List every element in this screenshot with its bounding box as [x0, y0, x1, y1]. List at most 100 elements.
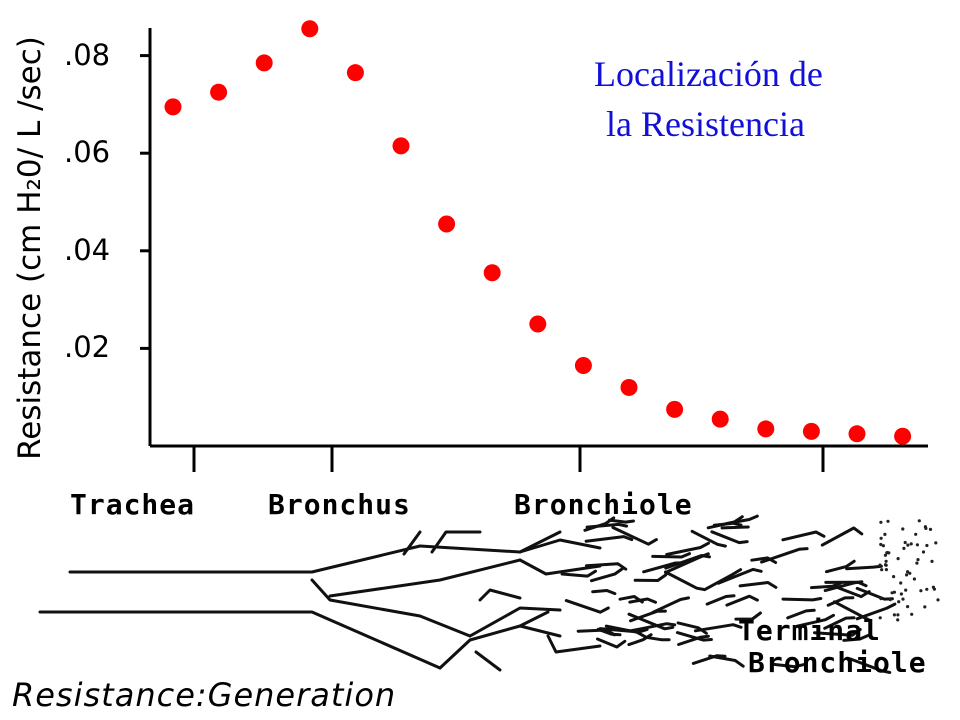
- bronchiole-branch: [781, 530, 826, 542]
- bronchiole-branch: [835, 586, 871, 599]
- terminal-dot: [885, 551, 889, 555]
- terminal-dot: [928, 527, 933, 532]
- chart-title-line-1: Localización de: [594, 54, 823, 94]
- data-point: [848, 425, 866, 443]
- terminal-dot: [878, 563, 882, 567]
- airway-branch: [546, 634, 602, 654]
- terminal-dot: [921, 550, 926, 554]
- bronchiole-branch: [651, 552, 691, 559]
- bronchiole-branch: [627, 633, 653, 647]
- region-label-bronchus: Bronchus: [268, 488, 411, 521]
- bronchiole-branch: [825, 559, 856, 574]
- terminal-dot: [884, 568, 889, 572]
- y-tick-label: .06: [64, 135, 111, 170]
- y-tick-label: .08: [64, 37, 111, 72]
- bronchiole-branch: [675, 631, 713, 642]
- terminal-dot: [925, 587, 929, 591]
- terminal-dot: [906, 605, 910, 609]
- airway-branch: [328, 558, 522, 598]
- bronchiole-branch: [691, 654, 727, 665]
- bronchiole-branch: [596, 637, 627, 649]
- bronchiole-branch: [628, 597, 657, 604]
- data-point: [164, 98, 182, 116]
- terminal-dot: [903, 540, 907, 545]
- data-point: [711, 410, 729, 428]
- axes: [148, 28, 928, 472]
- bronchiole-branch: [664, 570, 707, 592]
- terminal-dot: [899, 592, 904, 596]
- bronchiole-branch: [826, 596, 855, 607]
- data-point: [894, 427, 912, 445]
- bronchiole-branch: [786, 608, 816, 620]
- terminal-dot: [936, 598, 940, 602]
- bronchiole-branch: [591, 589, 617, 596]
- data-point: [529, 315, 547, 333]
- terminal-dot: [896, 618, 900, 622]
- terminal-dot: [892, 613, 897, 617]
- terminal-dot: [914, 532, 918, 536]
- bronchiole-branch: [795, 613, 835, 628]
- data-point: [666, 400, 684, 418]
- bronchiole-branch: [849, 657, 892, 674]
- terminal-dot: [923, 605, 927, 609]
- terminal-dot: [892, 590, 897, 594]
- bronchiole-branch: [842, 634, 870, 642]
- bronchiole-branch: [855, 602, 897, 621]
- bronchiole-branch: [738, 581, 778, 589]
- airway-tree-illustration: [38, 514, 940, 674]
- airway-branch: [474, 650, 502, 672]
- airway-branch: [418, 530, 562, 554]
- terminal-dot: [906, 570, 910, 574]
- terminal-dot: [909, 542, 913, 546]
- terminal-dot: [879, 520, 883, 524]
- bronchiole-branch: [583, 516, 616, 532]
- terminal-dot: [892, 575, 896, 579]
- bronchiole-branch: [771, 662, 805, 669]
- data-point: [757, 420, 775, 438]
- terminal-dot: [912, 577, 917, 581]
- bronchiole-branch: [584, 535, 634, 543]
- y-tick-label: .02: [64, 330, 111, 365]
- data-points: [164, 20, 912, 445]
- terminal-dot: [879, 542, 883, 547]
- bronchus-inner: [310, 578, 472, 638]
- data-point: [483, 264, 501, 282]
- bronchiole-branch: [760, 547, 809, 564]
- bronchiole-branch: [564, 599, 610, 614]
- airway-branch: [438, 624, 562, 670]
- airway-branch: [518, 538, 602, 554]
- bronchiole-branch: [734, 611, 762, 621]
- bronchiole-branch: [618, 595, 644, 604]
- terminal-dot: [908, 571, 912, 575]
- trachea-upper-wall: [68, 544, 422, 574]
- terminal-dot: [915, 543, 920, 547]
- region-label-bronchiole: Bronchiole: [514, 488, 693, 521]
- terminal-dot: [884, 559, 888, 563]
- bronchiole-branch: [628, 622, 677, 633]
- bronchiole-branch: [665, 541, 710, 556]
- data-point: [802, 422, 820, 440]
- bronchiole-branch: [824, 580, 868, 588]
- chart-caption: Resistance:Generation: [12, 676, 397, 714]
- airway-branch: [518, 558, 602, 576]
- bronchiole-branch: [845, 564, 883, 571]
- bronchiole-branch: [720, 525, 750, 530]
- airway-branch: [430, 530, 482, 554]
- terminal-dot: [883, 553, 888, 557]
- bronchiole-branch: [693, 623, 743, 633]
- bronchiole-branch: [704, 568, 743, 591]
- terminal-label-line-2: Bronchiole: [748, 646, 927, 679]
- data-point: [255, 54, 273, 72]
- airway-branch: [478, 588, 522, 602]
- bronchiole-branch: [716, 567, 763, 585]
- terminal-dot: [902, 546, 906, 551]
- bronchiole-branch: [810, 581, 842, 590]
- bronchiole-branch: [633, 573, 668, 582]
- bronchiole-branch: [708, 654, 745, 668]
- bronchiole-branch: [664, 554, 711, 570]
- bronchiole-branch: [690, 529, 727, 548]
- terminal-dot: [896, 613, 900, 617]
- bronchiole-branch: [585, 562, 628, 571]
- data-point: [392, 137, 410, 155]
